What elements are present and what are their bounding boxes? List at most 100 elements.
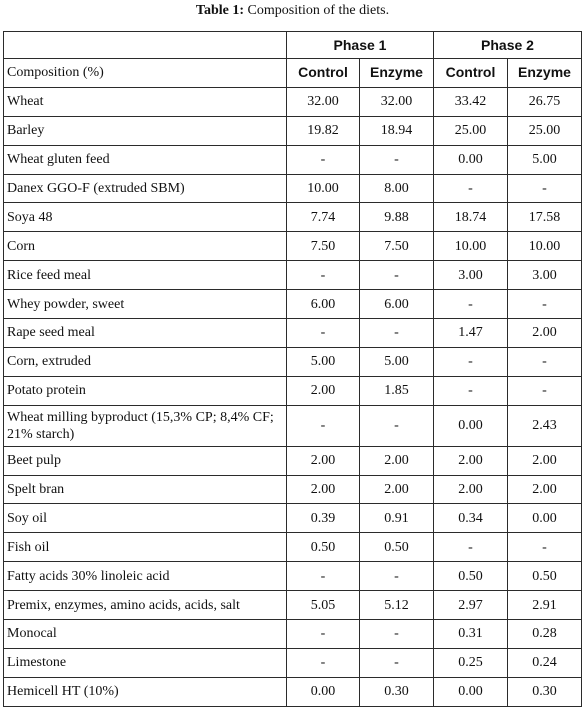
phase1-enzyme-cell: - bbox=[359, 561, 434, 592]
phase2-enzyme-cell: 2.43 bbox=[507, 404, 582, 447]
ingredient-name-cell: Monocal bbox=[3, 619, 287, 649]
phase2-control-cell: 10.00 bbox=[433, 231, 508, 262]
phase1-enzyme-cell: - bbox=[359, 619, 434, 649]
phase1-enzyme-cell: 18.94 bbox=[359, 115, 434, 146]
phase1-control-cell: - bbox=[286, 619, 360, 649]
phase-header-row: Phase 1 Phase 2 bbox=[3, 31, 582, 59]
phase2-control-cell: - bbox=[433, 346, 508, 377]
phase2-enzyme-cell: - bbox=[507, 173, 582, 204]
ingredient-name-cell: Beet pulp bbox=[3, 445, 287, 476]
phase1-control-cell: 5.05 bbox=[286, 590, 360, 621]
table-row: Whey powder, sweet 6.00 6.00- - bbox=[3, 289, 582, 320]
phase1-enzyme-cell: 8.00 bbox=[359, 173, 434, 204]
table-caption-label: Table 1: bbox=[195, 3, 245, 18]
table-row: Limestone - -0.25 0.24 bbox=[3, 647, 582, 678]
phase2-control-cell: 1.47 bbox=[433, 318, 508, 348]
phase1-enzyme-cell: 1.85 bbox=[359, 375, 434, 406]
phase1-control-cell: - bbox=[286, 260, 360, 291]
phase1-enzyme-cell: 32.00 bbox=[359, 86, 434, 117]
table-row: Hemicell HT (10%) 0.00 0.30 0.00 0.30 bbox=[3, 676, 582, 707]
phase1-control-cell: 19.82 bbox=[286, 115, 360, 146]
phase2-control-cell: 2.00 bbox=[433, 474, 508, 505]
phase2-enzyme-cell: 0.50 bbox=[507, 561, 582, 592]
composition-header: Composition (%) bbox=[3, 58, 287, 88]
table-row: Wheat gluten feed - -0.00 5.00 bbox=[3, 144, 582, 175]
phase1-control-cell: 0.39 bbox=[286, 503, 360, 534]
phase1-enzyme-cell: 2.00 bbox=[359, 445, 434, 476]
phase1-enzyme-cell: 7.50 bbox=[359, 231, 434, 262]
table-row: Soy oil 0.39 0.91 0.34 0.00 bbox=[3, 503, 582, 534]
ingredient-name-cell: Fatty acids 30% linoleic acid bbox=[3, 561, 287, 592]
phase2-control-cell: 0.00 bbox=[433, 676, 508, 707]
phase2-header: Phase 2 bbox=[433, 31, 582, 59]
phase1-enzyme-cell: - bbox=[359, 318, 434, 348]
ingredient-name-cell: Corn, extruded bbox=[3, 346, 287, 377]
phase2-control-cell: 0.25 bbox=[433, 647, 508, 678]
table-row: Corn, extruded 5.00 5.00- - bbox=[3, 346, 582, 377]
phase1-enzyme-cell: 5.12 bbox=[359, 590, 434, 621]
phase1-control-cell: 2.00 bbox=[286, 375, 360, 406]
phase1-control-cell: - bbox=[286, 404, 360, 447]
column-header-row: Composition (%) Control Enzyme Control E… bbox=[3, 58, 582, 88]
phase1-enzyme-cell: 0.91 bbox=[359, 503, 434, 534]
phase2-control-cell: - bbox=[433, 532, 508, 563]
ingredient-name-cell: Wheat gluten feed bbox=[3, 144, 287, 175]
table-row: Wheat 32.00 32.00 33.42 26.75 bbox=[3, 86, 582, 117]
ingredient-name-cell: Whey powder, sweet bbox=[3, 289, 287, 320]
phase2-control-cell: 2.00 bbox=[433, 445, 508, 476]
ingredient-name-cell: Corn bbox=[3, 231, 287, 262]
phase2-enzyme-cell: - bbox=[507, 375, 582, 406]
table-body: Wheat 32.00 32.00 33.42 26.75 Barley 19.82 18.9… bbox=[3, 86, 582, 707]
phase2-control-cell: 0.34 bbox=[433, 503, 508, 534]
ingredient-name-cell: Premix, enzymes, amino acids, acids, sal… bbox=[3, 590, 287, 621]
table-row: Rape seed meal - -1.47 2.00 bbox=[3, 318, 582, 348]
phase2-enzyme-cell: 2.00 bbox=[507, 445, 582, 476]
ingredient-name-cell: Barley bbox=[3, 115, 287, 146]
table-row: Soya 48 7.74 9.88 18.74 17.58 bbox=[3, 202, 582, 233]
ingredient-name-cell: Danex GGO-F (extruded SBM) bbox=[3, 173, 287, 204]
phase1-control-cell: 0.50 bbox=[286, 532, 360, 563]
phase1-enzyme-cell: 0.30 bbox=[359, 676, 434, 707]
table-row: Corn 7.50 7.50 10.00 10.00 bbox=[3, 231, 582, 262]
phase1-control-cell: 2.00 bbox=[286, 474, 360, 505]
diet-composition-table: Phase 1 Phase 2 Composition (%) Control … bbox=[3, 31, 582, 707]
phase2-enzyme-cell: 17.58 bbox=[507, 202, 582, 233]
phase1-enzyme-cell: 0.50 bbox=[359, 532, 434, 563]
phase2-control-cell: 3.00 bbox=[433, 260, 508, 291]
phase2-control-header: Control bbox=[433, 58, 508, 88]
phase1-enzyme-cell: - bbox=[359, 404, 434, 447]
phase2-enzyme-cell: 26.75 bbox=[507, 86, 582, 117]
phase2-control-cell: 2.97 bbox=[433, 590, 508, 621]
table-row: Potato protein 2.00 1.85- - bbox=[3, 375, 582, 406]
table-row: Premix, enzymes, amino acids, acids, sal… bbox=[3, 590, 582, 621]
table-row: Beet pulp 2.00 2.00 2.00 2.00 bbox=[3, 445, 582, 476]
ingredient-name-cell: Wheat bbox=[3, 86, 287, 117]
phase2-enzyme-cell: - bbox=[507, 289, 582, 320]
phase1-enzyme-header: Enzyme bbox=[359, 58, 434, 88]
phase2-control-cell: - bbox=[433, 375, 508, 406]
table-row: Fish oil 0.50 0.50- - bbox=[3, 532, 582, 563]
ingredient-name-cell: Potato protein bbox=[3, 375, 287, 406]
phase1-enzyme-cell: - bbox=[359, 260, 434, 291]
phase2-enzyme-cell: 0.30 bbox=[507, 676, 582, 707]
phase1-control-cell: 2.00 bbox=[286, 445, 360, 476]
phase2-control-cell: - bbox=[433, 173, 508, 204]
phase1-enzyme-cell: 2.00 bbox=[359, 474, 434, 505]
phase1-control-cell: 32.00 bbox=[286, 86, 360, 117]
phase1-control-cell: 6.00 bbox=[286, 289, 360, 320]
table-row: Rice feed meal - -3.00 3.00 bbox=[3, 260, 582, 291]
phase1-enzyme-cell: 5.00 bbox=[359, 346, 434, 377]
phase1-enzyme-cell: - bbox=[359, 647, 434, 678]
table-row: Spelt bran 2.00 2.00 2.00 2.00 bbox=[3, 474, 582, 505]
empty-header-cell bbox=[3, 31, 287, 59]
phase2-control-cell: 0.50 bbox=[433, 561, 508, 592]
phase1-control-cell: 7.74 bbox=[286, 202, 360, 233]
phase2-enzyme-cell: 0.24 bbox=[507, 647, 582, 678]
ingredient-name-cell: Fish oil bbox=[3, 532, 287, 563]
phase2-control-cell: 0.00 bbox=[433, 404, 508, 447]
phase1-header: Phase 1 bbox=[286, 31, 434, 59]
ingredient-name-cell: Soy oil bbox=[3, 503, 287, 534]
phase2-enzyme-cell: 0.00 bbox=[507, 503, 582, 534]
phase2-control-cell: 25.00 bbox=[433, 115, 508, 146]
ingredient-name-cell: Rice feed meal bbox=[3, 260, 287, 291]
